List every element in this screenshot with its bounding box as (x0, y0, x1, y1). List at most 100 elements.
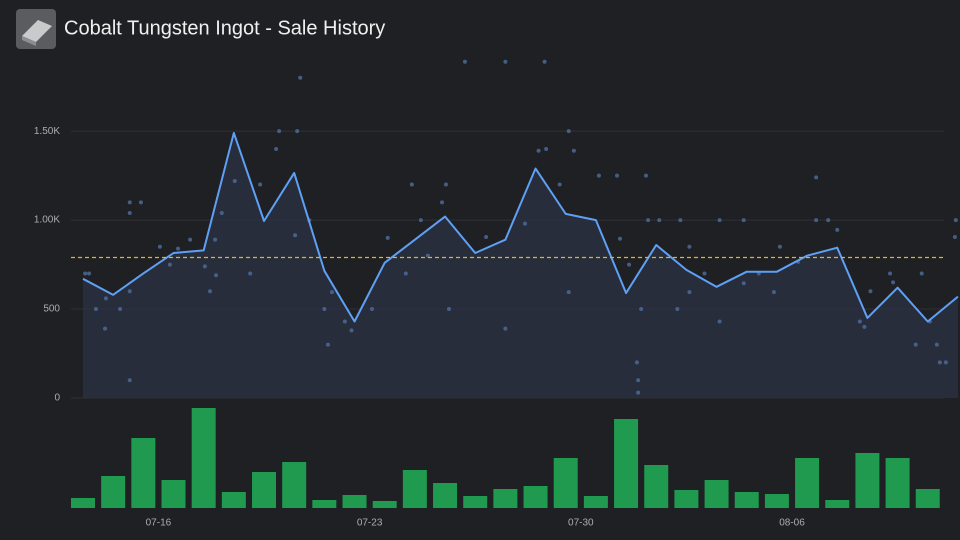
sale-point (536, 148, 541, 153)
volume-bar (553, 458, 578, 508)
sale-point (325, 342, 330, 347)
volume-bar (463, 496, 488, 508)
x-tick-label: 07-30 (568, 518, 594, 529)
sale-point (176, 246, 181, 251)
sale-point (542, 59, 547, 64)
sale-point (446, 307, 451, 312)
y-tick-label: 0 (54, 393, 60, 404)
sale-point (167, 262, 172, 267)
volume-bar (191, 408, 216, 508)
sale-point (157, 244, 162, 249)
volume-bar (614, 419, 639, 508)
chart-title: Cobalt Tungsten Ingot - Sale History (64, 17, 385, 39)
sale-point (571, 148, 576, 153)
volume-bar (674, 490, 699, 508)
volume-bar (825, 500, 850, 508)
volume-bar (221, 492, 246, 508)
volume-bar (644, 465, 669, 508)
volume-bar (583, 496, 608, 508)
sale-point (418, 218, 423, 223)
sale-point (687, 244, 692, 249)
sale-point (888, 271, 893, 276)
sale-point (118, 307, 123, 312)
volume-bar (252, 472, 277, 508)
sale-point (349, 328, 354, 333)
sale-point (503, 59, 508, 64)
volume-bar (764, 494, 789, 508)
volume-bar (372, 501, 397, 508)
sale-point (103, 326, 108, 331)
sale-point (544, 146, 549, 151)
sale-point (293, 233, 298, 238)
sale-point (403, 271, 408, 276)
sale-point (952, 235, 957, 240)
sale-point (370, 307, 375, 312)
sale-point (342, 319, 347, 324)
sale-point (425, 253, 430, 258)
sale-point (566, 290, 571, 295)
sale-point (741, 218, 746, 223)
sale-point (678, 218, 683, 223)
sale-point (826, 218, 831, 223)
sale-point (913, 342, 918, 347)
sale-point (83, 271, 88, 276)
volume-bar (704, 480, 729, 508)
y-tick-label: 1.50K (34, 126, 60, 137)
volume-bar (855, 453, 880, 508)
volume-bar (342, 495, 367, 508)
sale-point (646, 218, 651, 223)
sale-point (717, 218, 722, 223)
sale-point (636, 390, 641, 395)
sale-point (213, 237, 218, 242)
sale-point (274, 146, 279, 151)
price-line (82, 131, 959, 323)
sale-point (298, 75, 303, 80)
sale-point (127, 200, 132, 205)
sale-point (188, 237, 193, 242)
item-icon (16, 9, 56, 49)
sale-point (615, 173, 620, 178)
volume-bar (523, 486, 548, 508)
sale-point (127, 210, 132, 215)
sale-point (643, 173, 648, 178)
sale-point (634, 360, 639, 365)
volume-bar (71, 498, 95, 508)
sale-point (618, 236, 623, 241)
sale-point (295, 129, 300, 134)
sale-point (484, 235, 489, 240)
sale-point (522, 221, 527, 226)
sale-point (596, 173, 601, 178)
sale-point (687, 290, 692, 295)
sale-point (814, 218, 819, 223)
sale-point (232, 178, 237, 183)
volume-bar (915, 489, 940, 508)
sale-point (771, 290, 776, 295)
sale-point (385, 235, 390, 240)
sale-point (214, 273, 219, 278)
volume-bar (282, 462, 307, 508)
sale-point (702, 271, 707, 276)
sale-point (777, 244, 782, 249)
sale-point (657, 218, 662, 223)
sale-point (717, 319, 722, 324)
sale-point (443, 182, 448, 187)
volume-bar (734, 492, 759, 508)
volume-bar (131, 438, 156, 508)
sale-point (566, 129, 571, 134)
sale-point (440, 200, 445, 205)
sale-point (937, 360, 942, 365)
sale-point (503, 326, 508, 331)
sale-point (127, 289, 132, 294)
sale-point (953, 218, 958, 223)
sale-point (219, 210, 224, 215)
sale-point (835, 227, 840, 232)
sale-point (919, 271, 924, 276)
sale-point (557, 182, 562, 187)
sale-point (248, 271, 253, 276)
sale-point (639, 307, 644, 312)
sale-point (891, 280, 896, 285)
volume-bar (493, 489, 518, 508)
sale-point (862, 324, 867, 329)
sale-point (138, 200, 143, 205)
sale-point (202, 264, 207, 269)
